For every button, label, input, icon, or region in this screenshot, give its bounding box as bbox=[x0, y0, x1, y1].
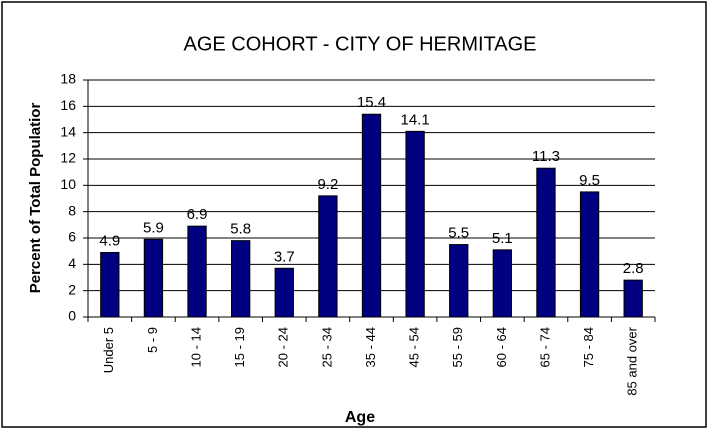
value-label: 6.9 bbox=[187, 206, 208, 223]
y-tick-label: 10 bbox=[60, 176, 76, 192]
bar bbox=[100, 251, 120, 318]
bar bbox=[405, 130, 425, 318]
value-label: 15.4 bbox=[357, 94, 386, 111]
bar bbox=[449, 244, 469, 318]
x-tick-label: 25 - 34 bbox=[319, 327, 334, 367]
y-tick-label: 18 bbox=[60, 71, 76, 87]
x-tick-label: 60 - 64 bbox=[494, 327, 509, 367]
value-label: 11.3 bbox=[532, 148, 560, 165]
x-tick-label: 75 - 84 bbox=[581, 327, 596, 367]
bar bbox=[579, 191, 600, 318]
value-label: 5.9 bbox=[143, 219, 164, 236]
bar bbox=[187, 225, 207, 318]
y-tick-label: 4 bbox=[68, 255, 76, 271]
x-tick-label: 65 - 74 bbox=[537, 327, 552, 367]
y-tick-label: 8 bbox=[68, 202, 76, 218]
x-tick-label: 35 - 44 bbox=[363, 327, 378, 367]
bar bbox=[361, 113, 382, 318]
x-tick-label: 20 - 24 bbox=[276, 327, 291, 367]
x-axis-label: Age bbox=[345, 409, 375, 426]
value-label: 9.2 bbox=[317, 176, 338, 193]
bar bbox=[318, 195, 338, 318]
bar bbox=[274, 267, 294, 318]
x-tick-label: 10 - 14 bbox=[188, 327, 203, 367]
bar bbox=[536, 167, 556, 318]
value-label: 5.5 bbox=[448, 225, 469, 242]
y-tick-label: 16 bbox=[60, 97, 76, 113]
y-tick-label: 14 bbox=[60, 123, 76, 139]
y-axis-label: Percent of Total Populatior bbox=[27, 103, 44, 294]
y-tick-label: 12 bbox=[60, 150, 76, 166]
x-tick-label: 15 - 19 bbox=[232, 327, 247, 367]
y-tick-label: 6 bbox=[68, 229, 76, 245]
value-label: 9.5 bbox=[579, 172, 600, 189]
y-tick-label: 0 bbox=[68, 308, 76, 324]
x-tick-label: 45 - 54 bbox=[407, 327, 422, 367]
value-label: 14.1 bbox=[401, 111, 430, 128]
bar bbox=[492, 249, 513, 318]
x-tick-label: 55 - 59 bbox=[450, 327, 465, 367]
x-tick-label: 5 - 9 bbox=[145, 327, 160, 353]
bar bbox=[143, 238, 164, 318]
y-tick-label: 2 bbox=[68, 281, 76, 297]
value-label: 3.7 bbox=[274, 248, 295, 265]
bar bbox=[623, 279, 643, 318]
value-label: 5.8 bbox=[230, 221, 251, 238]
bar bbox=[230, 240, 251, 318]
value-label: 4.9 bbox=[99, 232, 120, 249]
value-label: 5.1 bbox=[492, 230, 513, 247]
x-tick-label: 85 and over bbox=[625, 326, 640, 395]
chart-title: AGE COHORT - CITY OF HERMITAGE bbox=[184, 33, 537, 55]
value-label: 2.8 bbox=[623, 260, 644, 277]
x-tick-label: Under 5 bbox=[101, 327, 116, 373]
